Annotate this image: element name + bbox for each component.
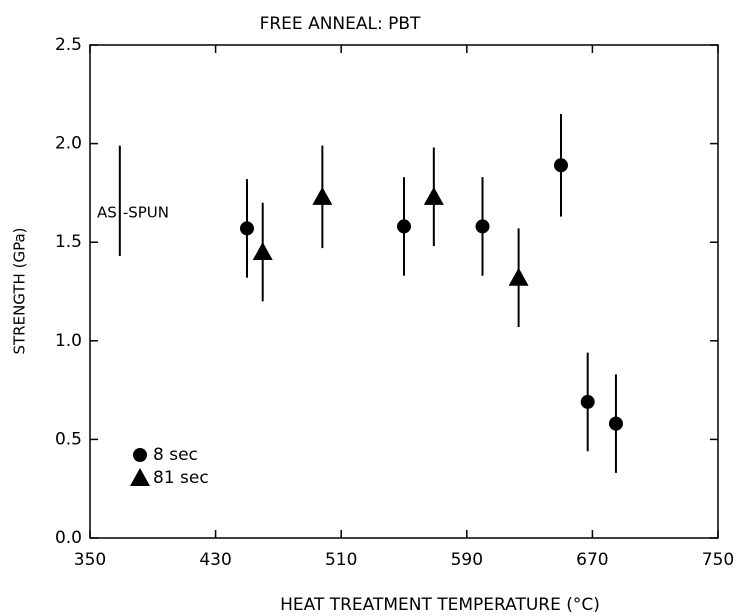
y-tick-label: 1.5 (55, 232, 82, 252)
x-tick-label: 590 (451, 550, 483, 570)
circle-marker (580, 394, 595, 409)
annotation-right: -SPUN (123, 204, 169, 222)
y-axis-label: STRENGTH (GPa) (11, 228, 29, 355)
circle-marker (133, 448, 147, 462)
circle-marker (397, 219, 411, 234)
circle-marker (608, 416, 623, 431)
y-tick-label: 1.0 (55, 331, 82, 351)
triangle-marker (312, 186, 333, 205)
x-tick-label: 350 (74, 550, 106, 570)
x-tick-label: 670 (576, 550, 608, 570)
x-axis-label: HEAT TREATMENT TEMPERATURE (°C) (280, 595, 600, 615)
legend-label: 81 sec (153, 468, 209, 488)
triangle-marker (252, 242, 273, 261)
triangle-marker (423, 186, 444, 205)
y-tick-label: 2.5 (55, 35, 82, 55)
x-tick-label: 430 (199, 550, 231, 570)
circle-marker (475, 219, 490, 234)
y-tick-label: 2.0 (55, 134, 82, 154)
y-tick-label: 0.5 (55, 429, 82, 449)
x-tick-label: 750 (702, 550, 734, 570)
annotation-left: AS (97, 204, 117, 222)
plot-frame (89, 44, 719, 539)
circle-marker (240, 221, 254, 236)
triangle-marker (130, 468, 150, 486)
x-tick-label: 510 (325, 550, 357, 570)
y-tick-label: 0.0 (55, 528, 82, 548)
triangle-marker (508, 267, 529, 286)
legend-label: 8 sec (153, 445, 198, 465)
chart-title: FREE ANNEAL: PBT (260, 14, 421, 34)
circle-marker (554, 158, 568, 173)
